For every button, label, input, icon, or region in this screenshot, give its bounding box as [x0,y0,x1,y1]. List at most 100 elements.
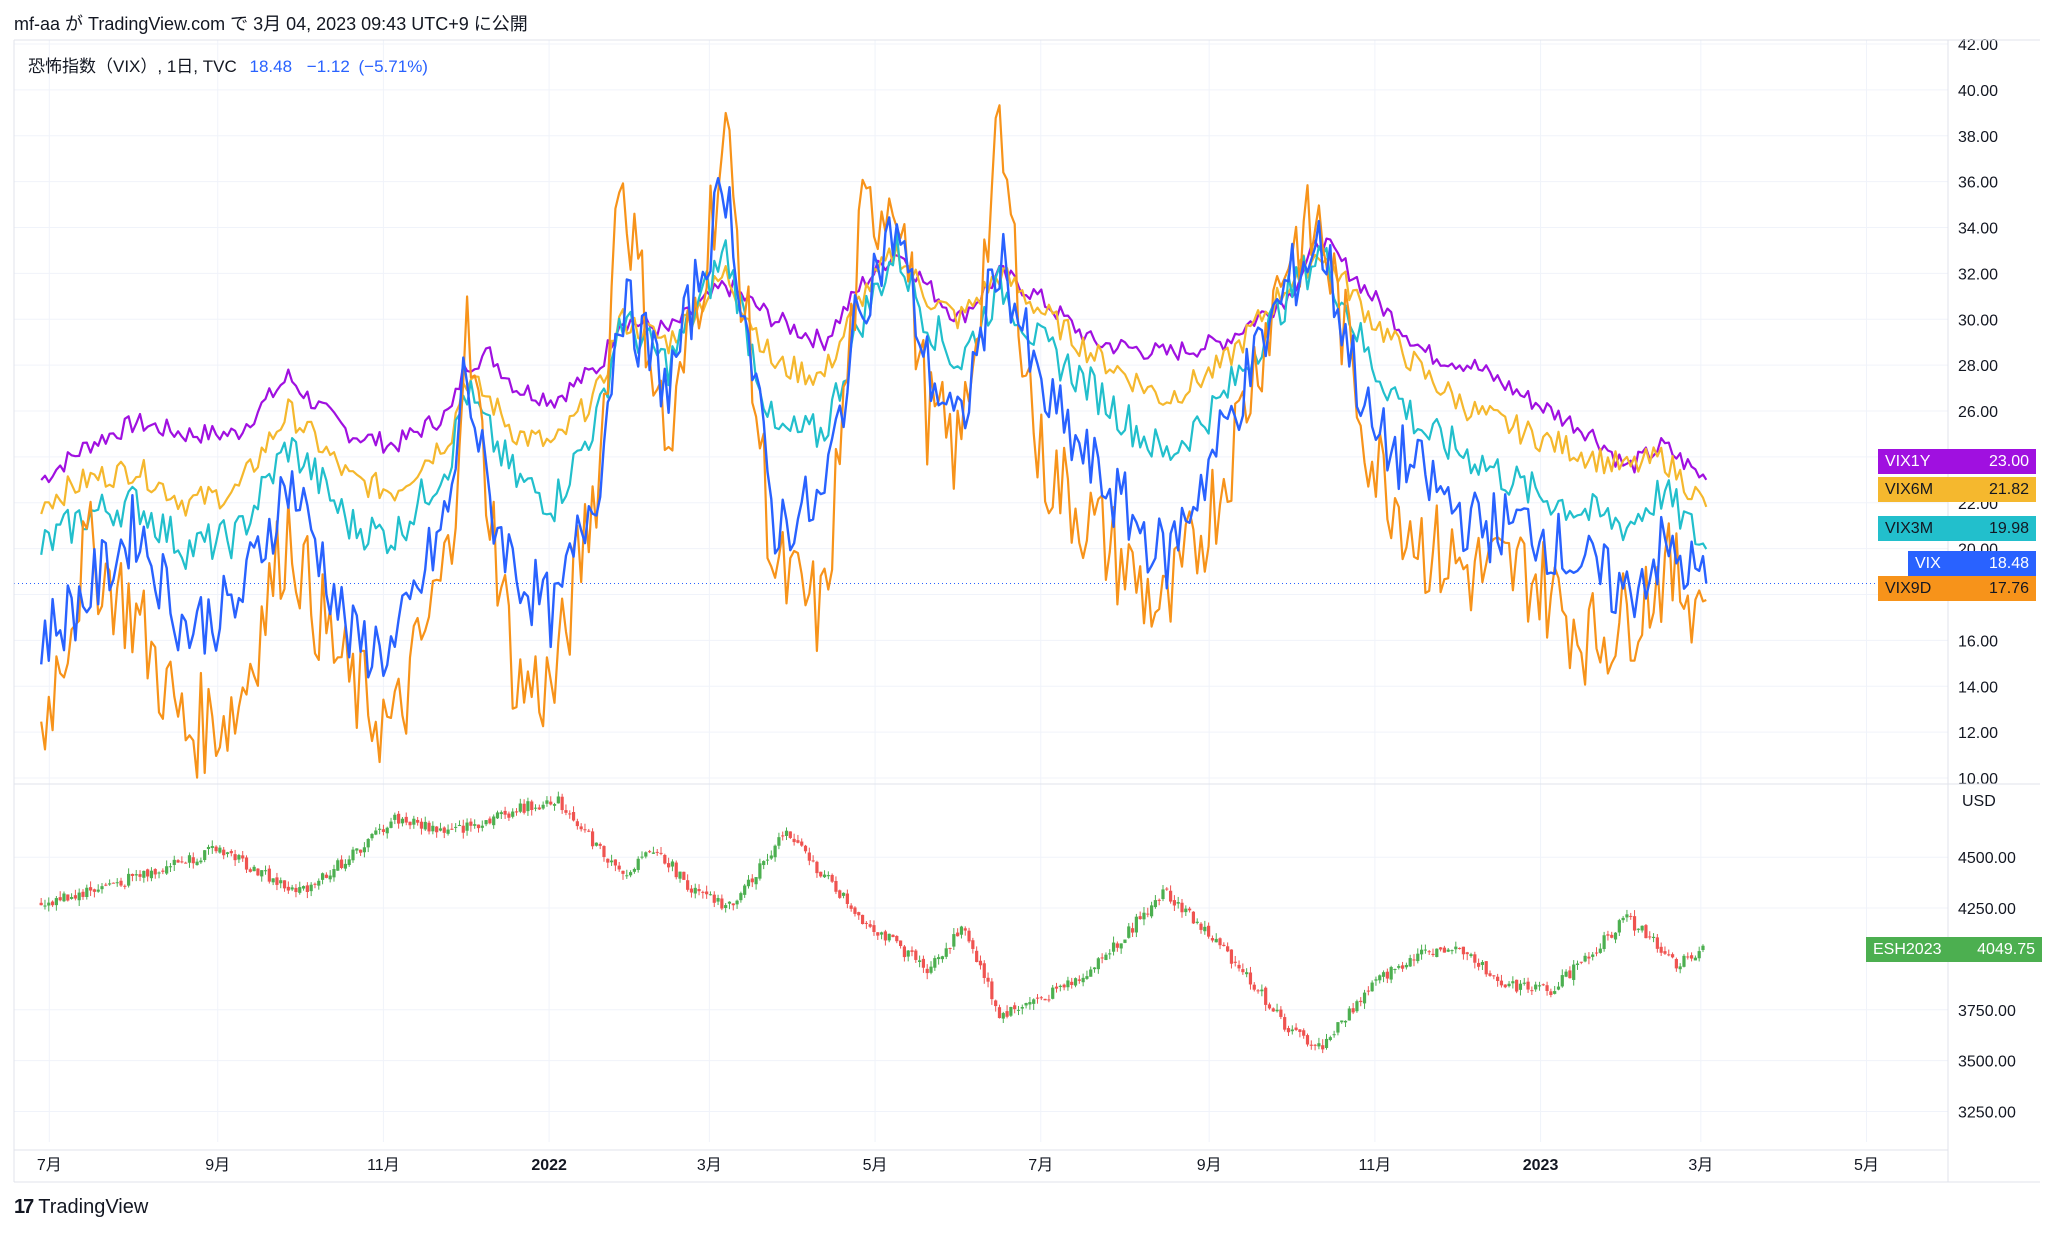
candle-body [1245,972,1249,975]
candle-body [1043,998,1047,1001]
candle-body [841,892,846,896]
candle-body [1385,971,1389,979]
candle-body [81,891,85,897]
candle-body [590,831,595,847]
candle-body [929,966,933,973]
candle-body [298,887,302,893]
tag-series-name: VIX1Y [1878,449,1966,474]
price-tick-label: 3750.00 [1958,1003,2016,1020]
candle-body [1579,961,1583,963]
symbol-legend[interactable]: 恐怖指数（VIX）, 1日, TVC 18.48 −1.12 (−5.71%) [28,52,428,77]
candle-body [149,870,154,879]
candle-body [1644,925,1648,939]
candle-body [541,804,545,809]
candle-body [918,960,922,962]
candle-body [1389,967,1393,980]
candle-body [937,957,941,960]
legend-symbol: 恐怖指数（VIX）, 1日, TVC [28,57,237,76]
last-value-tag-vix6m: VIX6M 21.82 [1878,477,2036,502]
candle-body [826,875,830,877]
candle-body [868,924,872,927]
candle-body [1290,1029,1294,1032]
candle-body [1146,913,1150,915]
candle-body [168,866,173,868]
candle-body [1168,890,1173,902]
candle-body [1545,985,1549,992]
candle-body [1264,987,1268,1005]
candle-body [336,860,340,871]
tag-series-value: 18.48 [1966,551,2036,576]
candle-body [1305,1035,1310,1045]
candle-body [1446,949,1450,952]
candle-body [1629,915,1633,917]
candle-body [568,813,572,815]
candle-body [1564,971,1568,977]
candle-body [1089,969,1093,977]
candle-body [1670,954,1675,958]
candle-body [1393,969,1397,971]
time-tick-label: 7月 [1028,1157,1053,1174]
candle-body [1541,984,1545,986]
candle-body [442,827,446,833]
candle-body [518,803,522,812]
candle-body [1157,899,1161,901]
candle-body [1606,934,1610,936]
candle-body [860,914,865,925]
legend-change-pct: (−5.71%) [358,57,428,76]
candle-body [773,845,777,858]
candle-body [1035,997,1040,999]
candle-body [419,821,424,829]
candle-body [263,870,268,872]
candle-body [1549,991,1553,996]
candle-body [427,822,431,832]
candle-body [579,826,583,830]
candle-body [1161,889,1165,900]
candle-body [1461,946,1466,955]
candle-body [1062,984,1066,988]
time-tick-label: 7月 [37,1157,62,1174]
candle-body [1419,949,1424,955]
tag-series-name: VIX6M [1878,477,1966,502]
candle-body [655,851,659,853]
candle-body [381,829,386,832]
time-tick-label: 3月 [697,1157,722,1174]
candle-body [320,873,325,880]
candle-body [374,830,378,835]
candle-body [1553,991,1557,994]
upper-price-axis[interactable]: 42.00 40.00 38.00 36.00 34.00 32.00 30.00 28.00… [1958,37,1998,788]
candle-body [1279,1009,1283,1017]
vix-term-structure-plot[interactable] [40,104,1708,779]
time-tick-label: 9月 [205,1157,230,1174]
candle-body [385,827,389,834]
candle-body [100,886,104,890]
candle-body [1104,954,1108,960]
candle-body [62,893,66,902]
candle-body [457,825,462,827]
candle-body [788,831,792,838]
tag-series-name: VIX [1908,551,1966,576]
published-header: mf-aa が TradingView.com で 3月 04, 2023 09… [14,14,528,34]
candle-body [1663,951,1667,954]
candle-body [358,849,363,853]
candle-body [1499,980,1504,986]
candle-body [552,804,557,806]
time-axis[interactable]: 7月 9月 11月 2022 3月 5月 7月 9月 11月 2023 3月 5月 [37,1157,1879,1174]
esh2023-candlestick-plot[interactable] [39,791,1705,1054]
tag-series-value: 21.82 [1966,477,2036,502]
lower-price-axis[interactable]: USD 4500.00 4250.00 3750.00 3500.00 3250.00 [1958,793,2016,1121]
candle-body [807,852,811,861]
candle-body [1507,983,1511,987]
candle-body [237,855,241,860]
last-value-tag-esh2023: ESH2023 4049.75 [1866,936,2042,962]
candle-body [1427,951,1431,953]
candle-body [305,885,309,892]
price-tick-label: 26.00 [1958,404,1998,421]
candle-body [214,846,218,852]
candle-body [286,886,290,891]
candle-body [454,826,458,828]
candle-body [663,854,667,864]
candle-body [142,870,146,878]
candle-body [1362,992,1367,1004]
candle-body [1374,979,1378,981]
